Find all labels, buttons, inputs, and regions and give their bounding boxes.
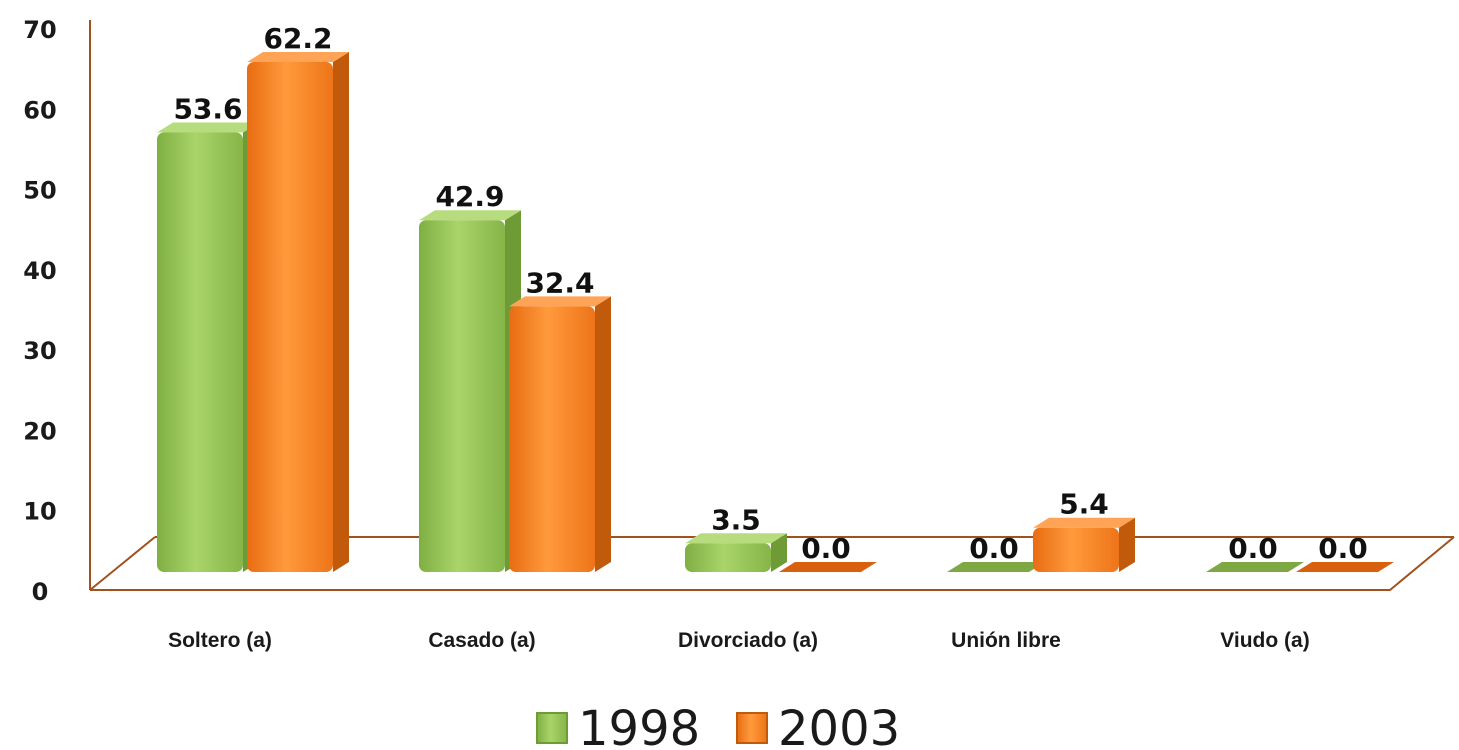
data-label-2003-2: 0.0 [801,532,851,565]
y-tick-label: 10 [23,498,56,526]
y-tick-label: 0 [32,578,49,606]
chart-legend: 1998 2003 [536,701,900,750]
legend-swatch-1998 [536,712,568,744]
data-label-2003-3: 5.4 [1059,488,1109,521]
x-category-label: Casado (a) [428,629,535,652]
x-category-label: Soltero (a) [168,629,272,652]
chart-bars [157,51,1394,573]
floor-left-edge [89,536,156,591]
x-category-label: Viudo (a) [1220,629,1309,652]
y-tick-label: 30 [23,337,56,365]
y-tick-label: 60 [23,96,56,124]
data-label-2003-0: 62.2 [263,22,332,55]
legend-label-2003: 2003 [778,701,900,750]
bar-2003-3 [1033,517,1135,572]
bar-1998-3 [947,562,1045,572]
bar-1998-2 [685,533,787,572]
data-label-2003-4: 0.0 [1318,532,1368,565]
chart-labels: 53.6 62.2 Soltero (a) 42.9 32.4 Casado (a) 3.5… [168,22,1368,652]
x-category-label: Divorciado (a) [678,629,818,652]
data-label-1998-4: 0.0 [1228,532,1278,565]
y-tick-label: 50 [23,177,56,205]
legend-item-1998: 1998 [536,701,700,750]
bar-1998-0 [157,122,259,573]
y-tick-label: 40 [23,257,56,285]
data-label-1998-3: 0.0 [969,532,1019,565]
chart-axes: 0 10 20 30 40 50 60 70 [23,16,1455,606]
data-label-1998-0: 53.6 [173,92,242,125]
floor-front-edge [90,536,1455,591]
bar-2003-4 [1296,562,1394,572]
data-label-1998-1: 42.9 [435,180,504,213]
bar-1998-1 [419,210,521,572]
y-tick-label: 20 [23,417,56,445]
legend-item-2003: 2003 [736,701,900,750]
legend-label-1998: 1998 [578,701,700,750]
y-tick-label: 70 [23,16,56,44]
bar-2003-0 [247,51,349,573]
x-category-label: Unión libre [951,629,1061,652]
data-label-2003-1: 32.4 [525,266,594,299]
bar-1998-4 [1206,562,1304,572]
bar-2003-2 [779,562,877,572]
bar-2003-1 [509,296,611,572]
legend-swatch-2003 [736,712,768,744]
data-label-1998-2: 3.5 [711,503,761,536]
